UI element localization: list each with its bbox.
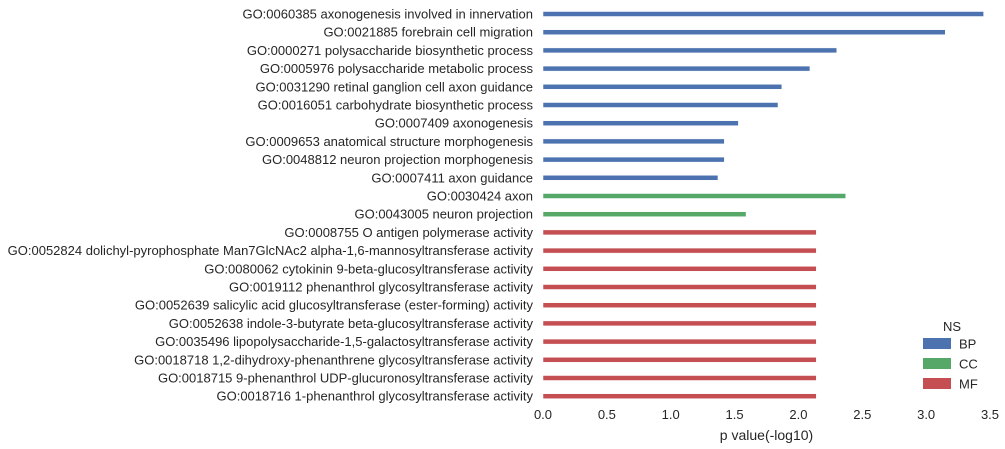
category-label: GO:0019112 phenanthrol glycosyltransfera…: [229, 280, 533, 295]
category-label: GO:0005976 polysaccharide metabolic proc…: [260, 61, 534, 76]
bar-bp: [542, 47, 837, 54]
category-label: GO:0052824 dolichyl-pyrophosphate Man7Gl…: [8, 243, 534, 258]
bar-bp: [542, 29, 946, 35]
bar-cc: [542, 193, 846, 199]
legend-label: CC: [959, 357, 978, 372]
category-label: GO:0030424 axon: [427, 189, 533, 204]
legend-swatch-mf: [923, 378, 951, 389]
bar-mf: [542, 266, 817, 272]
bar-bp: [542, 65, 811, 72]
category-label: GO:0018716 1-phenanthrol glycosyltransfe…: [216, 389, 533, 404]
legend-label: MF: [959, 377, 978, 392]
category-label: GO:0043005 neuron projection: [354, 207, 533, 222]
x-tick-label: 0.0: [534, 407, 552, 422]
legend: NS BP CC MF: [923, 319, 978, 392]
bar-bp: [542, 156, 725, 163]
bar-cc: [542, 211, 747, 217]
bar-mf: [542, 375, 817, 381]
category-label: GO:0018715 9-phenanthrol UDP-glucuronosy…: [158, 371, 534, 386]
x-tick-label: 3.0: [917, 407, 935, 422]
x-tick-label: 1.5: [726, 407, 744, 422]
x-axis-ticks: 0.0 0.5 1.0 1.5 2.0 2.5 3.0 3.5: [534, 407, 999, 422]
bar-bp: [542, 11, 984, 17]
bar-mf: [542, 320, 817, 327]
category-label: GO:0052639 salicylic acid glucosyltransf…: [135, 298, 534, 313]
bar-bp: [542, 102, 779, 108]
category-label: GO:0016051 carbohydrate biosynthetic pro…: [258, 98, 534, 113]
x-tick-label: 1.0: [662, 407, 680, 422]
category-label: GO:0021885 forebrain cell migration: [323, 25, 533, 40]
x-axis-title: p value(-log10): [720, 427, 813, 443]
legend-title: NS: [943, 319, 961, 334]
category-label: GO:0009653 anatomical structure morphoge…: [245, 134, 533, 149]
legend-label: BP: [959, 337, 976, 352]
bar-bp: [542, 138, 725, 145]
x-tick-label: 2.5: [853, 407, 871, 422]
category-label: GO:0018718 1,2-dihydroxy-phenanthrene gl…: [134, 352, 533, 367]
legend-swatch-cc: [923, 358, 951, 369]
category-label: GO:0031290 retinal ganglion cell axon gu…: [255, 79, 533, 94]
bar-bp: [542, 120, 739, 126]
category-labels: GO:0060385 axonogenesis involved in inne…: [8, 7, 534, 404]
category-label: GO:0048812 neuron projection morphogenes…: [262, 152, 534, 167]
bar-mf: [542, 393, 817, 399]
bar-mf: [542, 247, 817, 254]
bar-mf: [542, 284, 817, 290]
category-label: GO:0000271 polysaccharide biosynthetic p…: [247, 43, 534, 58]
category-label: GO:0080062 cytokinin 9-beta-glucosyltran…: [204, 261, 533, 276]
bar-bp: [542, 175, 719, 181]
bar-mf: [542, 357, 817, 363]
category-label: GO:0052638 indole-3-butyrate beta-glucos…: [169, 316, 534, 331]
bar-mf: [542, 229, 817, 236]
x-tick-label: 0.5: [598, 407, 616, 422]
bar-bp: [542, 84, 783, 90]
legend-swatch-bp: [923, 338, 951, 349]
category-label: GO:0007409 axonogenesis: [375, 116, 534, 131]
category-label: GO:0007411 axon guidance: [371, 170, 533, 185]
category-label: GO:0060385 axonogenesis involved in inne…: [242, 7, 533, 22]
x-tick-label: 3.5: [981, 407, 999, 422]
bars-group: [542, 11, 984, 399]
bar-mf: [542, 302, 817, 308]
bar-mf: [542, 338, 817, 345]
category-label: GO:0008755 O antigen polymerase activity: [284, 225, 533, 240]
x-tick-label: 2.0: [789, 407, 807, 422]
category-label: GO:0035496 lipopolysaccharide-1,5-galact…: [155, 334, 533, 349]
